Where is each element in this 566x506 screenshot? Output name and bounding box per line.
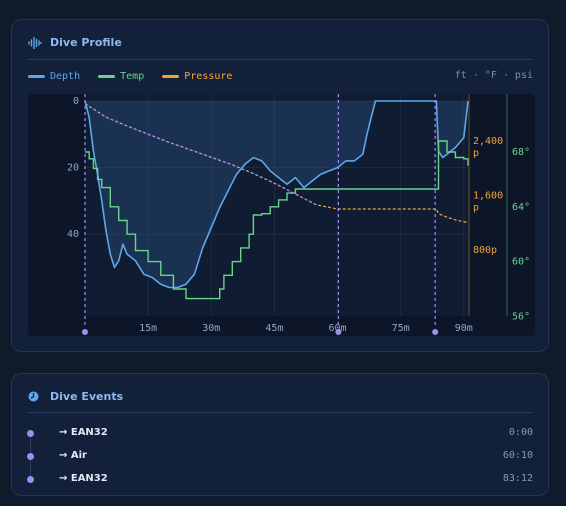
- series-depth: [84, 100, 469, 289]
- event-row[interactable]: → Air 60:10: [12, 447, 548, 467]
- dive-profile-card: Dive Profile Depth Temp Pressure ft · °F…: [11, 19, 549, 352]
- x-tick-label: 45m: [265, 323, 283, 334]
- pressure-tick-label: 1,600: [473, 190, 503, 201]
- divider: [28, 412, 532, 413]
- x-tick-label: 15m: [139, 323, 157, 334]
- units-label: ft · °F · psi: [454, 70, 533, 81]
- event-time: 60:10: [502, 450, 533, 461]
- legend-label: Depth: [50, 71, 81, 82]
- event-marker-dot: [82, 329, 88, 335]
- pressure-tick-label: 800p: [473, 245, 497, 256]
- event-row[interactable]: → EAN32 0:00: [12, 424, 548, 444]
- x-tick-label: 75m: [392, 323, 410, 334]
- event-time: 0:00: [508, 427, 533, 438]
- event-marker-dot: [335, 329, 342, 335]
- card-title: Dive Events: [50, 390, 124, 403]
- waveform-icon: [28, 37, 42, 49]
- divider: [28, 59, 532, 60]
- event-label: → EAN32: [59, 473, 108, 484]
- x-tick-label: 30m: [202, 323, 220, 334]
- legend-item-depth[interactable]: Depth: [28, 71, 80, 82]
- legend-item-temp[interactable]: Temp: [98, 71, 144, 82]
- plot-area: [85, 94, 468, 316]
- event-dot: [27, 430, 34, 437]
- depth-tick-label: 40: [67, 229, 79, 240]
- legend-label: Pressure: [184, 71, 233, 82]
- series-temp: [85, 140, 469, 300]
- dive-events-card: Dive Events → EAN32 0:00 → Air 60:10 → E…: [11, 373, 549, 496]
- chart-legend: Depth Temp Pressure: [28, 70, 244, 82]
- series-pressure-segment: [84, 103, 317, 206]
- legend-swatch: [28, 75, 45, 78]
- depth-tick-label: 20: [67, 163, 79, 174]
- pressure-tick-label: 2,400: [473, 136, 503, 147]
- depth-area: [85, 101, 468, 288]
- legend-label: Temp: [120, 71, 145, 82]
- legend-swatch: [162, 75, 180, 78]
- temp-tick-label: 60°: [512, 257, 530, 268]
- clock-icon: [28, 391, 39, 402]
- pressure-tick-label: p: [473, 148, 479, 159]
- temp-tick-label: 68°: [512, 147, 530, 158]
- event-label: → EAN32: [59, 427, 108, 438]
- temp-tick-label: 56°: [512, 311, 530, 322]
- depth-tick-label: 0: [73, 96, 79, 107]
- event-dot: [27, 453, 34, 460]
- legend-swatch: [98, 75, 116, 78]
- pressure-tick-label: p: [473, 202, 479, 213]
- event-row[interactable]: → EAN32 83:12: [12, 470, 548, 490]
- legend-item-pressure[interactable]: Pressure: [162, 71, 232, 82]
- event-time: 83:12: [502, 473, 533, 484]
- event-label: → Air: [59, 450, 87, 461]
- x-tick-label: 60m: [328, 323, 346, 334]
- event-dot: [27, 476, 34, 483]
- event-marker-dot: [432, 329, 439, 335]
- x-tick-label: 90m: [455, 323, 473, 334]
- card-title: Dive Profile: [50, 36, 122, 49]
- temp-tick-label: 64°: [512, 202, 530, 213]
